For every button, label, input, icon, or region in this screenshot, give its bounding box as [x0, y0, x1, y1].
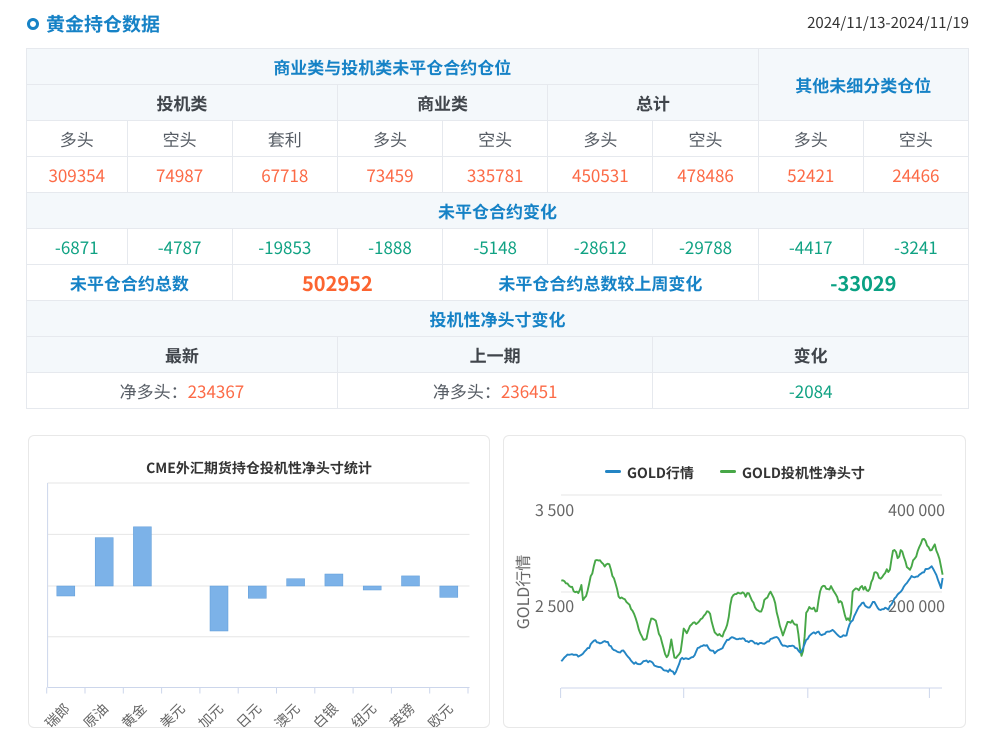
- svg-text:澳元: 澳元: [270, 699, 304, 727]
- svg-text:3 500: 3 500: [535, 497, 574, 521]
- svg-text:2 500: 2 500: [535, 593, 574, 617]
- svg-text:原油: 原油: [79, 699, 113, 727]
- svg-text:GOLD投机性净头寸: GOLD投机性净头寸: [742, 463, 865, 483]
- svg-text:英镑: 英镑: [385, 699, 419, 727]
- svg-text:瑞郎: 瑞郎: [40, 699, 74, 727]
- svg-text:GOLD行情: GOLD行情: [627, 463, 694, 483]
- svg-text:400 000: 400 000: [888, 497, 945, 521]
- svg-text:GOLD行情: GOLD行情: [510, 555, 534, 630]
- svg-text:CME外汇期货持仓投机性净头寸统计: CME外汇期货持仓投机性净头寸统计: [146, 458, 372, 478]
- svg-text:美元: 美元: [155, 699, 189, 727]
- svg-text:黄金: 黄金: [117, 699, 151, 727]
- svg-text:日元: 日元: [232, 699, 266, 727]
- svg-text:纽元: 纽元: [347, 699, 381, 727]
- svg-text:加元: 加元: [194, 699, 228, 727]
- svg-text:200 000: 200 000: [888, 593, 945, 617]
- svg-text:白银: 白银: [308, 699, 342, 727]
- svg-text:欧元: 欧元: [423, 699, 457, 727]
